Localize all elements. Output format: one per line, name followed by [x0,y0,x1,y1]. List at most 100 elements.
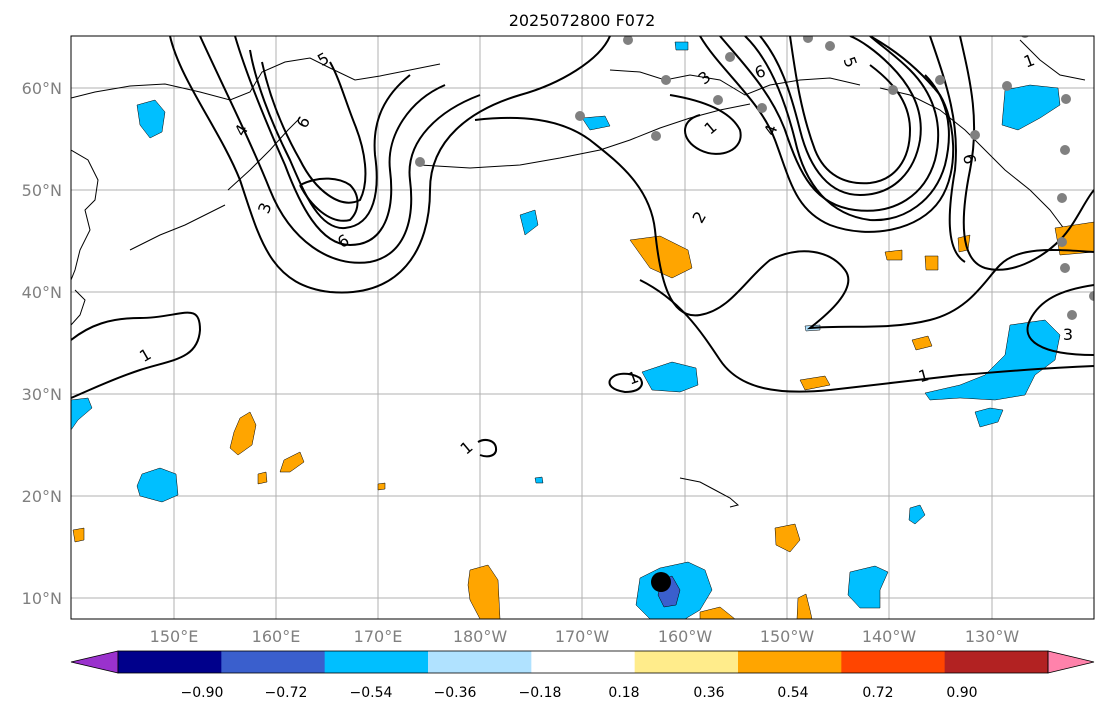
contour-label: 5 [314,48,332,70]
shade-region [72,527,85,543]
colorbar-tick-label: 0.18 [608,685,639,701]
lon-label: 130°W [965,627,1020,646]
station-dot [1057,237,1067,247]
latitude-labels: 60°N 50°N 40°N 30°N 20°N 10°N [22,79,62,608]
station-dot [1060,145,1070,155]
colorbar-frame [117,650,1049,674]
colorbar-tick-label: −0.72 [265,685,308,701]
station-dot [623,36,633,45]
colorbar-tick-label: −0.90 [181,685,224,701]
colorbar-tick-label: 0.36 [693,685,724,701]
lat-label: 50°N [22,181,62,200]
contour-label: 1 [1021,50,1037,71]
shade-region [1054,221,1094,256]
shade-region [1001,84,1061,131]
shade-region [924,255,939,271]
colorbar-extend-min [70,650,119,674]
colorbar-segment [324,651,429,673]
colorbar-segment [428,651,532,673]
contour-label: 1 [136,344,154,366]
lat-label: 20°N [22,487,62,506]
lat-label: 40°N [22,283,62,302]
station-dot [757,103,767,113]
shade-region [908,504,926,525]
station-dot [1089,291,1094,301]
shade-region [884,249,903,261]
colorbar-tick-label: −0.54 [350,685,393,701]
colorbar-segment [531,651,636,673]
lon-label: 160°E [252,627,301,646]
shade-region [796,593,813,619]
map-frame [70,35,1095,620]
colorbar [70,650,1095,674]
station-dot [803,36,813,43]
station-dot [415,157,425,167]
colorbar-tick-label: −0.36 [434,685,477,701]
colorbar-segment [944,651,1049,673]
station-dots [415,36,1094,320]
contour-label: 6 [959,152,979,165]
colorbar-tick-label: 0.72 [862,685,893,701]
shade-region [774,523,801,553]
shade-region [467,564,501,619]
station-dot [825,41,835,51]
shade-region [641,361,699,393]
lon-label: 170°W [555,627,610,646]
contour-label: 1 [916,365,931,386]
map-title: 2025072800 F072 [509,11,656,30]
shade-region [699,606,736,619]
station-dot [1060,263,1070,273]
colorbar-tick-label: 0.90 [946,685,977,701]
contour-label: 2 [688,208,710,226]
shade-region [974,407,1004,428]
station-dot [651,131,661,141]
lon-label: 180°W [453,627,508,646]
shade-region [911,335,933,351]
shade-region [136,99,166,139]
shade-region [257,471,268,485]
contour-label: 3 [1063,325,1073,344]
shade-region [71,397,93,431]
lat-label: 30°N [22,385,62,404]
shade-region [519,209,539,236]
colorbar-tick-label: −0.18 [519,685,562,701]
lon-label: 160°W [658,627,713,646]
colorbar-segment [841,651,946,673]
shade-region [799,375,831,391]
lon-label: 170°E [354,627,403,646]
contour-label: 3 [694,67,714,88]
colorbar-segment [634,651,739,673]
shade-region [279,451,305,473]
colorbar-extend-max [1047,650,1095,674]
center-marker [651,572,671,592]
station-dot [725,52,735,62]
station-dot [1061,94,1071,104]
contour-label: 5 [839,54,860,70]
contour-label: 1 [456,437,476,458]
shade-region [581,115,611,131]
station-dot [888,85,898,95]
contour-label: 6 [292,113,314,131]
contour-label: 3 [254,200,275,216]
lat-label: 10°N [22,589,62,608]
shade-region [924,319,1061,401]
contour-label: 6 [334,230,352,252]
station-dot [970,130,980,140]
station-dot [1002,81,1012,91]
contour-label: 4 [760,122,781,138]
gridlines [71,36,1094,619]
contour-lines [71,36,1094,458]
station-dot [1057,193,1067,203]
shade-region [674,41,689,51]
colorbar-segment [118,651,222,673]
colorbar-tick-label: 0.54 [777,685,808,701]
longitude-labels: 150°E 160°E 170°E 180°W 170°W 160°W 150°… [150,627,1020,646]
colorbar-segment [221,651,326,673]
colorbar-tick-labels: −0.90 −0.72 −0.54 −0.36 −0.18 0.18 0.36 … [181,685,978,701]
shade-region [534,476,544,484]
shade-region [847,565,889,609]
colorbar-segment [738,651,842,673]
station-dot [661,75,671,85]
lon-label: 150°E [150,627,199,646]
